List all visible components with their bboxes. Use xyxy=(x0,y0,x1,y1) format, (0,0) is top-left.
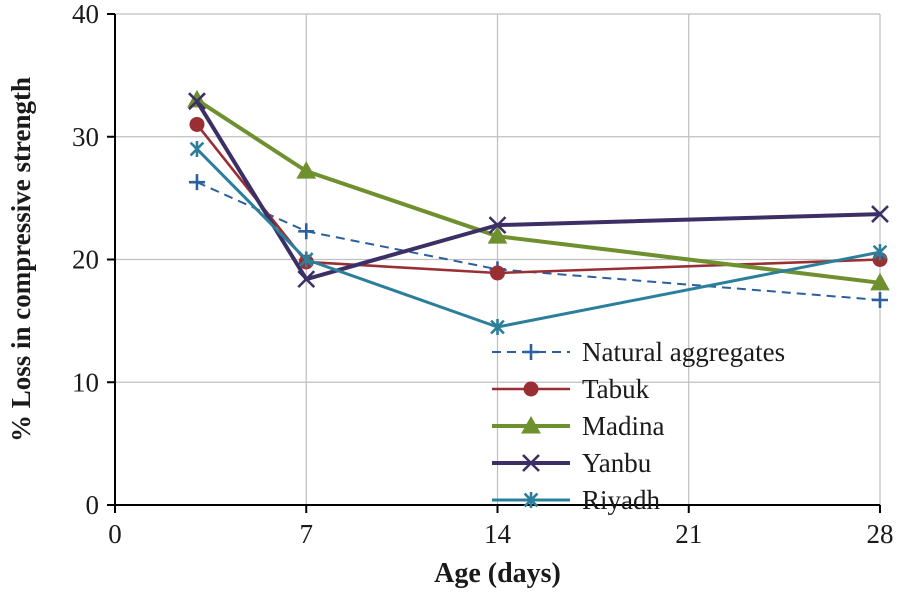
series-madina xyxy=(187,89,890,291)
y-tick-label: 0 xyxy=(86,490,100,520)
x-tick-label: 7 xyxy=(300,519,314,549)
y-axis-title: % Loss in compressive strength xyxy=(6,77,36,442)
legend-label: Tabuk xyxy=(582,374,650,404)
y-tick-label: 30 xyxy=(72,122,99,152)
legend-item-riyadh: Riyadh xyxy=(492,485,660,515)
legend-label: Natural aggregates xyxy=(582,337,785,367)
legend: Natural aggregates Tabuk Madina Yanbu Riyadh xyxy=(492,337,785,515)
legend-item-natural-aggregates: Natural aggregates xyxy=(492,337,785,367)
legend-label: Yanbu xyxy=(582,448,652,478)
series-line xyxy=(195,100,881,282)
y-tick-label: 40 xyxy=(72,0,99,29)
series-line xyxy=(195,98,881,285)
gridlines xyxy=(115,13,881,505)
legend-label: Riyadh xyxy=(582,485,660,515)
legend-item-yanbu: Yanbu xyxy=(492,448,652,478)
tick-labels: 0 7 14 21 28 0 10 20 30 40 xyxy=(72,0,894,549)
x-tick-label: 14 xyxy=(484,519,512,549)
x-tick-label: 0 xyxy=(108,519,122,549)
series-yanbu xyxy=(188,92,889,289)
legend-item-tabuk: Tabuk xyxy=(492,374,650,404)
legend-label: Madina xyxy=(582,411,664,441)
axes xyxy=(107,13,881,513)
series-line xyxy=(195,147,881,329)
x-tick-label: 21 xyxy=(675,519,702,549)
legend-item-madina: Madina xyxy=(492,411,664,441)
x-tick-label: 28 xyxy=(867,519,894,549)
y-tick-label: 10 xyxy=(72,367,99,397)
y-tick-label: 20 xyxy=(72,245,99,275)
series-riyadh xyxy=(189,141,888,336)
series-tabuk xyxy=(189,116,888,281)
x-axis-title: Age (days) xyxy=(434,558,561,589)
